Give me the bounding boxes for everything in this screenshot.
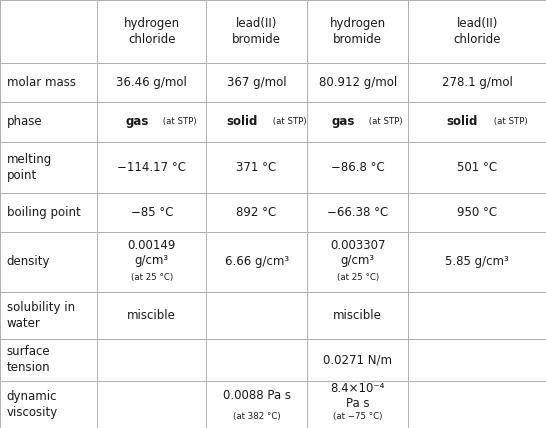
Text: −114.17 °C: −114.17 °C <box>117 160 186 174</box>
Text: 371 °C: 371 °C <box>236 160 277 174</box>
Text: 5.85 g/cm³: 5.85 g/cm³ <box>446 255 509 268</box>
Text: (at STP): (at STP) <box>490 117 527 127</box>
Text: (at 25 °C): (at 25 °C) <box>336 273 379 282</box>
Text: 6.66 g/cm³: 6.66 g/cm³ <box>224 255 289 268</box>
Text: solubility in
water: solubility in water <box>7 301 75 330</box>
Text: 0.00149
g/cm³: 0.00149 g/cm³ <box>128 239 176 267</box>
Text: lead(II)
bromide: lead(II) bromide <box>232 17 281 46</box>
Text: 80.912 g/mol: 80.912 g/mol <box>318 76 397 89</box>
Text: gas: gas <box>331 116 354 128</box>
Text: 950 °C: 950 °C <box>457 206 497 219</box>
Text: −86.8 °C: −86.8 °C <box>331 160 384 174</box>
Text: phase: phase <box>7 116 42 128</box>
Text: (at 25 °C): (at 25 °C) <box>130 273 173 282</box>
Text: −85 °C: −85 °C <box>130 206 173 219</box>
Text: 8.4×10⁻⁴
Pa s: 8.4×10⁻⁴ Pa s <box>330 382 385 410</box>
Text: 367 g/mol: 367 g/mol <box>227 76 287 89</box>
Text: (at STP): (at STP) <box>366 117 403 127</box>
Text: −66.38 °C: −66.38 °C <box>327 206 388 219</box>
Text: 278.1 g/mol: 278.1 g/mol <box>442 76 513 89</box>
Text: 501 °C: 501 °C <box>457 160 497 174</box>
Text: hydrogen
chloride: hydrogen chloride <box>124 17 180 46</box>
Text: density: density <box>7 255 50 268</box>
Text: miscible: miscible <box>127 309 176 322</box>
Text: (at 382 °C): (at 382 °C) <box>233 412 281 421</box>
Text: molar mass: molar mass <box>7 76 75 89</box>
Text: dynamic
viscosity: dynamic viscosity <box>7 390 58 419</box>
Text: hydrogen
bromide: hydrogen bromide <box>330 17 385 46</box>
Text: 0.0088 Pa s: 0.0088 Pa s <box>223 389 290 402</box>
Text: (at STP): (at STP) <box>161 117 197 127</box>
Text: (at −75 °C): (at −75 °C) <box>333 412 382 421</box>
Text: miscible: miscible <box>333 309 382 322</box>
Text: 0.003307
g/cm³: 0.003307 g/cm³ <box>330 239 385 267</box>
Text: surface
tension: surface tension <box>7 345 50 374</box>
Text: gas: gas <box>126 116 149 128</box>
Text: lead(II)
chloride: lead(II) chloride <box>454 17 501 46</box>
Text: solid: solid <box>226 116 258 128</box>
Text: 36.46 g/mol: 36.46 g/mol <box>116 76 187 89</box>
Text: boiling point: boiling point <box>7 206 80 219</box>
Text: (at STP): (at STP) <box>270 117 307 127</box>
Text: melting
point: melting point <box>7 153 52 181</box>
Text: solid: solid <box>447 116 478 128</box>
Text: 0.0271 N/m: 0.0271 N/m <box>323 354 392 366</box>
Text: 892 °C: 892 °C <box>236 206 277 219</box>
